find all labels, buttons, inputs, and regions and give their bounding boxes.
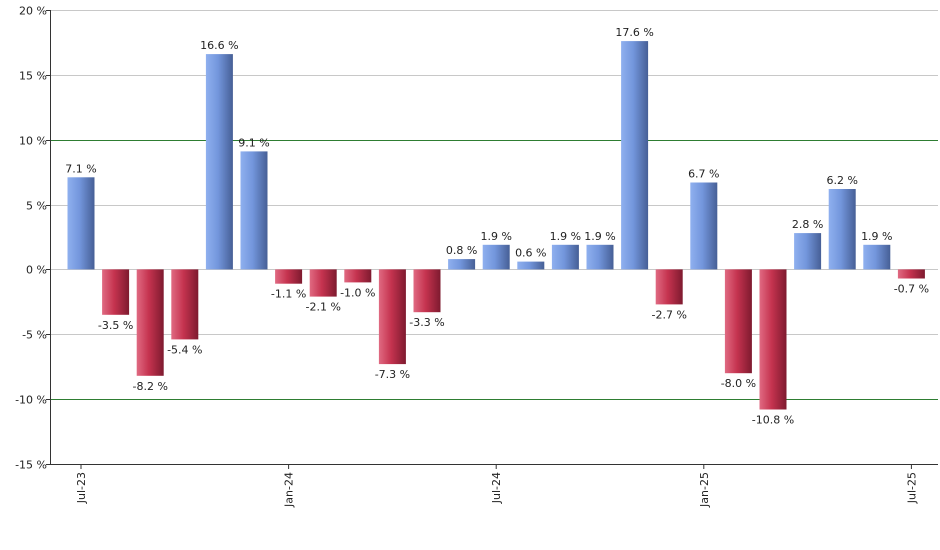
bar: [171, 269, 199, 340]
bar-value-label: -5.4 %: [167, 344, 202, 357]
bar-value-label: 1.9 %: [861, 230, 892, 243]
bar: [621, 41, 649, 270]
y-tick-label: -5 %: [22, 329, 47, 342]
bar-value-label: -1.1 %: [271, 288, 306, 301]
bar-value-label: 16.6 %: [200, 39, 238, 52]
bar-value-label: -7.3 %: [375, 368, 410, 381]
bar-value-label: 0.8 %: [446, 244, 477, 257]
bar: [67, 177, 95, 270]
axes: 20 % 15 % 10 % 5 % 0 % -5 % -10 % -15 % Jul-23 Ja…: [15, 5, 938, 508]
y-tick-label: 20 %: [19, 5, 47, 18]
y-tick-label: 10 %: [19, 135, 47, 148]
bar: [517, 261, 545, 270]
bar: [413, 269, 441, 313]
bar: [724, 269, 752, 374]
bar-value-label: -2.7 %: [651, 309, 686, 322]
bar: [794, 233, 822, 270]
x-tick-label: Jul-25: [905, 472, 918, 504]
bar-value-label: 7.1 %: [65, 162, 96, 175]
bar-value-label: -2.1 %: [305, 301, 340, 314]
bar-value-label: -10.8 %: [752, 414, 794, 427]
bar-value-label: 17.6 %: [615, 26, 653, 39]
bar-value-label: -1.0 %: [340, 286, 375, 299]
bar: [448, 259, 476, 270]
bar-value-label: 1.9 %: [480, 230, 511, 243]
bar: [863, 244, 891, 270]
y-tick-label: 0 %: [26, 264, 47, 277]
bar-value-label: 1.9 %: [550, 230, 581, 243]
bar-value-label: 0.6 %: [515, 247, 546, 260]
bar-value-label: -3.5 %: [98, 319, 133, 332]
data-labels: 7.1 % -3.5 % -8.2 % -5.4 % 16.6 % 9.1 % -1.1 %…: [65, 26, 929, 426]
bar: [482, 244, 510, 270]
bar-value-label: 2.8 %: [792, 218, 823, 231]
bar: [240, 151, 268, 270]
y-tick-label: 15 %: [19, 70, 47, 83]
bar: [690, 182, 718, 270]
bar-value-label: 1.9 %: [584, 230, 615, 243]
y-tick-label: -10 %: [15, 394, 47, 407]
bars: [67, 41, 925, 410]
bar: [205, 54, 233, 270]
x-tick-label: Jan-25: [698, 472, 711, 508]
bar-value-label: 6.2 %: [826, 174, 857, 187]
bar-value-label: -3.3 %: [409, 316, 444, 329]
bar-value-label: 9.1 %: [238, 136, 269, 149]
x-tick-label: Jul-23: [75, 472, 88, 504]
bar-value-label: -8.0 %: [721, 377, 756, 390]
y-tick-label: 5 %: [26, 200, 47, 213]
bar-value-label: 6.7 %: [688, 168, 719, 181]
bar: [897, 269, 925, 279]
x-tick-label: Jan-24: [283, 472, 296, 508]
bar: [102, 269, 130, 315]
bar: [136, 269, 164, 376]
y-tick-label: -15 %: [15, 459, 47, 472]
bar-value-label: -0.7 %: [894, 283, 929, 296]
bar: [551, 244, 579, 270]
bar: [759, 269, 787, 410]
bar: [655, 269, 683, 305]
bar: [309, 269, 337, 297]
x-tick-label: Jul-24: [490, 472, 503, 504]
bar: [275, 269, 303, 284]
bar: [828, 189, 856, 270]
bar: [344, 269, 372, 283]
bar: [378, 269, 406, 365]
bar-value-label: -8.2 %: [132, 380, 167, 393]
bar: [586, 244, 614, 270]
